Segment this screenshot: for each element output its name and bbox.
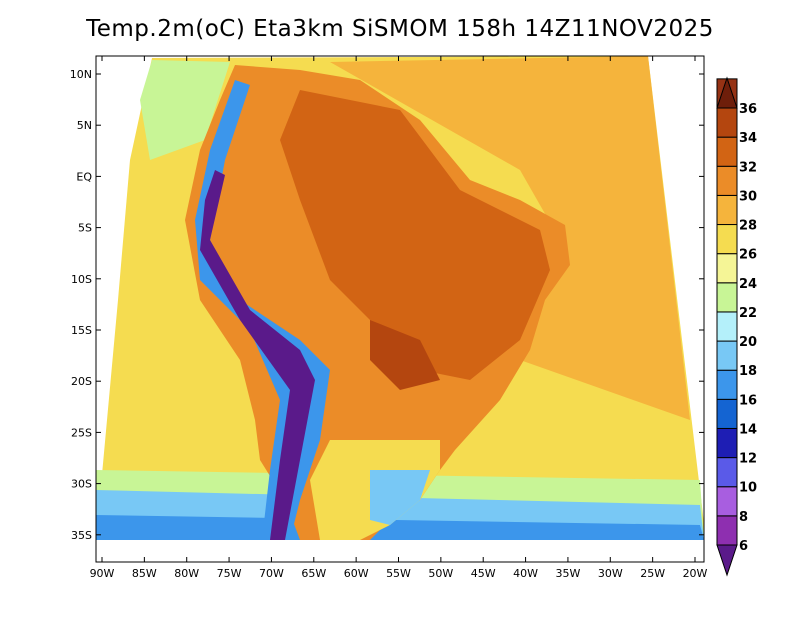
colorbar-label: 16 <box>739 393 757 408</box>
colorbar-box <box>716 136 738 167</box>
colorbar-label: 22 <box>739 306 757 321</box>
lat-label: EQ <box>76 170 92 183</box>
colorbar-label: 20 <box>739 335 757 350</box>
colorbar-box <box>716 224 738 255</box>
colorbar-label: 10 <box>739 481 757 496</box>
lat-label: 30S <box>71 478 92 491</box>
lat-label: 5S <box>78 222 92 235</box>
colorbar-box <box>716 253 738 284</box>
lat-label: 5N <box>77 119 92 132</box>
colorbar-box <box>716 194 738 226</box>
andes-colder <box>200 170 315 540</box>
lon-label: 50W <box>428 567 453 580</box>
south-land-cool <box>370 470 430 525</box>
longitude-axis: 90W 85W 80W 75W 70W 65W 60W 55W 50W 45W 40W 35W 30W 2… <box>90 56 708 580</box>
pacific-cool <box>140 60 230 160</box>
colorbar-label: 32 <box>739 160 757 175</box>
colorbar-box <box>716 427 738 459</box>
colorbar-max-arrow <box>716 76 738 109</box>
latitude-axis: 10N 5N EQ 5S 10S 15S 20S 25S 30S 35S <box>70 68 704 542</box>
temperature-field <box>96 56 704 562</box>
colorbar-label: 6 <box>739 539 748 554</box>
colorbar-label: 34 <box>739 131 757 146</box>
colorbar-label: 30 <box>739 189 757 204</box>
colorbar-min-arrow <box>716 544 738 577</box>
colorbar-box <box>716 282 738 313</box>
interior-hotter <box>370 320 440 390</box>
lon-label: 20W <box>683 567 708 580</box>
lon-label: 90W <box>90 567 115 580</box>
colorbar-box <box>716 369 738 400</box>
lon-label: 75W <box>217 567 242 580</box>
lat-label: 35S <box>71 529 92 542</box>
map-title: Temp.2m(oC) Eta3km SiSMOM 158h 14Z11NOV2… <box>86 16 714 42</box>
interior-hot <box>280 90 550 380</box>
lon-label: 70W <box>259 567 284 580</box>
colorbar-label: 12 <box>739 452 757 467</box>
colorbar-label: 14 <box>739 422 757 437</box>
colorbar-box <box>716 457 738 488</box>
colorbar-label: 36 <box>739 102 757 117</box>
lat-label: 15S <box>71 324 92 337</box>
colorbar-box <box>716 398 738 429</box>
colorbar: 6 8 10 12 14 16 18 20 22 24 26 28 30 32 34 36 <box>716 76 757 577</box>
lon-label: 35W <box>555 567 580 580</box>
lon-label: 85W <box>132 567 157 580</box>
colorbar-label: 28 <box>739 219 757 234</box>
colorbar-label: 26 <box>739 248 757 263</box>
colorbar-label: 8 <box>739 510 748 525</box>
south-band-3 <box>96 515 704 540</box>
lon-label: 40W <box>513 567 538 580</box>
lat-label: 25S <box>71 426 92 439</box>
colorbar-label: 18 <box>739 364 757 379</box>
colorbar-box <box>716 340 738 371</box>
colorbar-box <box>716 515 738 546</box>
lat-label: 10N <box>70 68 92 81</box>
map-frame <box>95 55 705 563</box>
lon-label: 45W <box>471 567 496 580</box>
lon-label: 60W <box>344 567 369 580</box>
atlantic-warm <box>330 56 690 420</box>
lon-label: 65W <box>301 567 326 580</box>
colorbar-box <box>716 107 738 138</box>
colorbar-box <box>716 311 738 342</box>
colorbar-label: 24 <box>739 277 757 292</box>
lon-label: 55W <box>386 567 411 580</box>
lon-label: 30W <box>598 567 623 580</box>
lat-label: 20S <box>71 375 92 388</box>
lat-label: 10S <box>71 273 92 286</box>
lon-label: 80W <box>174 567 199 580</box>
colorbar-box <box>716 486 738 517</box>
lon-label: 25W <box>640 567 665 580</box>
colorbar-box <box>716 165 738 196</box>
